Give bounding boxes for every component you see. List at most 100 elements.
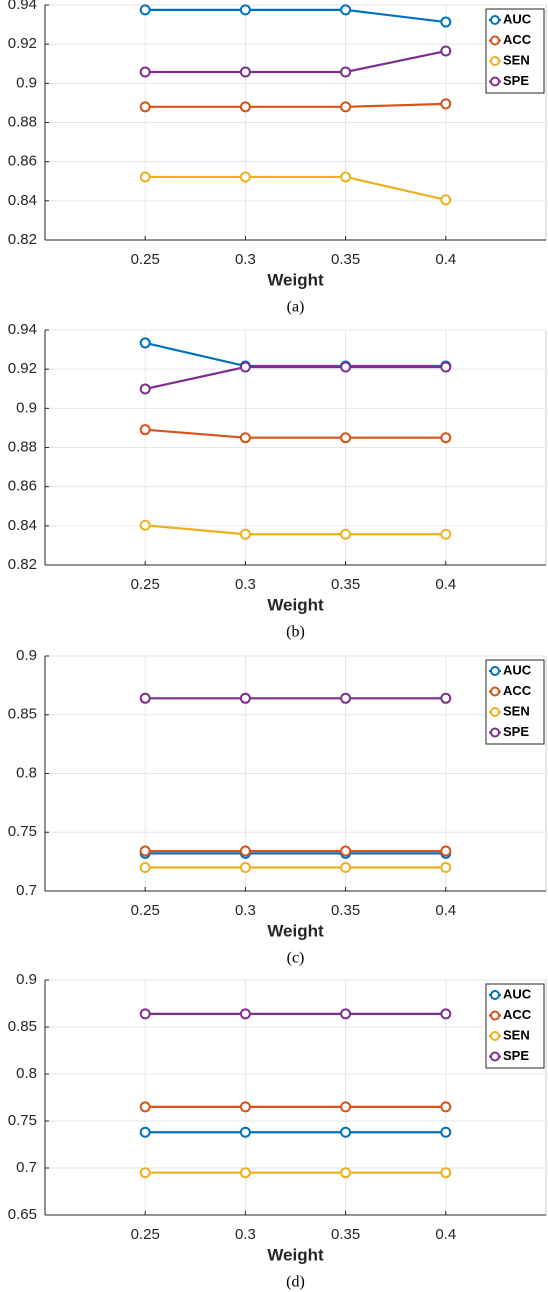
marker: [139, 1008, 151, 1020]
caption: (b): [286, 624, 305, 641]
marker: [139, 1126, 151, 1138]
y-tick-label: 0.8: [16, 1065, 37, 1082]
legend-label: SEN: [503, 52, 530, 67]
y-tick-label: 0.9: [16, 971, 37, 988]
x-tick-label: 0.4: [435, 902, 456, 919]
legend-marker: [490, 15, 500, 25]
x-tick-label: 0.25: [131, 251, 160, 268]
marker: [139, 519, 151, 531]
line: [145, 8, 446, 24]
marker: [340, 1101, 352, 1113]
x-tick-label: 0.3: [235, 902, 256, 919]
marker: [340, 862, 352, 873]
legend-label: ACC: [503, 1007, 532, 1022]
y-tick-label: 0.92: [8, 35, 37, 52]
marker: [239, 862, 251, 873]
marker: [139, 862, 151, 873]
y-tick-label: 0.88: [8, 438, 37, 455]
y-tick-label: 0.9: [16, 647, 37, 664]
marker: [440, 528, 452, 540]
line: [145, 49, 447, 74]
line: [145, 428, 446, 439]
marker: [440, 692, 452, 704]
legend-label: SEN: [503, 1027, 530, 1042]
y-tick-label: 0.92: [8, 360, 37, 377]
x-tick-label: 0.4: [435, 1226, 456, 1243]
marker: [139, 845, 151, 857]
marker: [139, 337, 151, 349]
y-tick-label: 0.7: [16, 882, 37, 899]
y-tick-label: 0.75: [8, 823, 37, 840]
marker: [340, 171, 352, 183]
y-tick-label: 0.88: [8, 113, 37, 130]
marker: [139, 101, 151, 113]
legend-label: AUC: [503, 662, 532, 677]
legend-marker: [490, 707, 500, 717]
marker: [440, 16, 452, 28]
marker: [340, 528, 352, 540]
x-tick-label: 0.25: [131, 902, 160, 919]
marker: [239, 361, 251, 373]
y-tick-label: 0.94: [8, 0, 37, 13]
marker: [239, 1167, 251, 1179]
y-tick-label: 0.9: [16, 399, 37, 416]
legend-label: SPE: [503, 1048, 529, 1063]
line: [145, 524, 446, 536]
plot-area: [44, 979, 547, 1216]
marker: [239, 528, 251, 540]
marker: [139, 1101, 151, 1113]
line: [144, 365, 446, 391]
marker: [139, 171, 151, 183]
marker: [440, 361, 452, 373]
x-axis-label: Weight: [267, 595, 324, 614]
y-tick-label: 0.8: [16, 764, 37, 781]
marker: [239, 66, 251, 78]
y-tick-label: 0.86: [8, 478, 37, 495]
y-tick-label: 0.82: [8, 231, 37, 248]
marker: [139, 692, 151, 704]
x-tick-label: 0.3: [235, 251, 256, 268]
x-axis-label: Weight: [267, 270, 324, 289]
legend-marker: [490, 56, 500, 66]
marker: [139, 383, 151, 395]
caption: (c): [287, 950, 305, 967]
marker: [340, 1167, 352, 1179]
y-tick-label: 0.84: [8, 192, 37, 209]
marker: [440, 194, 452, 206]
caption: (a): [287, 299, 305, 316]
line: [145, 175, 447, 201]
legend-label: AUC: [503, 986, 532, 1001]
marker: [340, 4, 352, 16]
marker: [139, 66, 151, 78]
y-tick-label: 0.75: [8, 1112, 37, 1129]
marker: [340, 361, 352, 373]
marker: [239, 845, 251, 857]
legend-label: SPE: [503, 724, 529, 739]
legend-marker: [490, 35, 500, 46]
marker: [440, 45, 452, 57]
marker: [440, 432, 452, 444]
y-tick-label: 0.82: [8, 556, 37, 573]
legend-label: ACC: [503, 32, 532, 47]
y-tick-label: 0.86: [8, 153, 37, 170]
x-tick-label: 0.35: [331, 1226, 360, 1243]
marker: [440, 1008, 452, 1020]
marker: [340, 1126, 352, 1138]
marker: [340, 1008, 352, 1020]
x-tick-label: 0.4: [435, 251, 456, 268]
x-tick-label: 0.35: [331, 576, 360, 593]
marker: [440, 1167, 452, 1179]
y-tick-label: 0.85: [8, 706, 37, 723]
legend-marker: [490, 1010, 500, 1021]
y-tick-label: 0.7: [16, 1159, 37, 1176]
marker: [139, 4, 151, 16]
marker: [340, 66, 352, 78]
legend-label: SEN: [503, 703, 530, 718]
marker: [239, 1101, 251, 1113]
marker: [340, 432, 352, 444]
legend-marker: [490, 727, 500, 738]
x-axis-label: Weight: [267, 921, 324, 940]
legend-label: AUC: [503, 11, 532, 26]
marker: [239, 692, 251, 704]
